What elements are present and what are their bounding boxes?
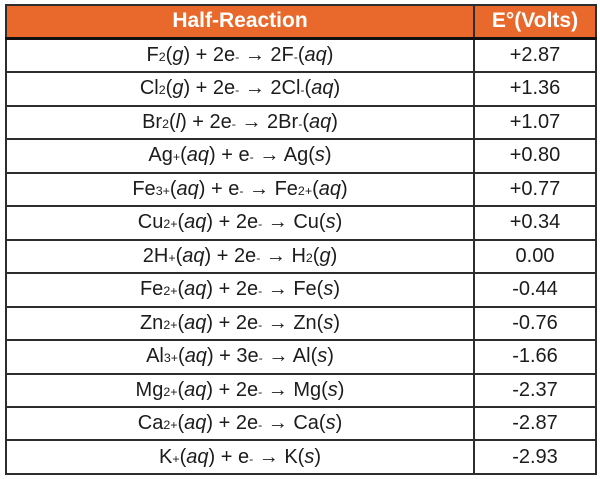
table-header: Half-Reaction E°(Volts) — [5, 4, 597, 40]
potential-cell: +1.36 — [473, 71, 597, 107]
potential-cell: -1.66 — [473, 339, 597, 375]
potential-cell: -2.93 — [473, 439, 597, 475]
table-row: Ca2+(aq) + 2e- → Ca(s) -2.87 — [5, 405, 597, 442]
reduction-potential-table: Half-Reaction E°(Volts) F2(g) + 2e- → 2F… — [5, 4, 597, 475]
potential-cell: -0.44 — [473, 272, 597, 308]
table-row: 2H+(aq) + 2e- → H2(g) 0.00 — [5, 238, 597, 275]
reaction-cell: Mg2+(aq) + 2e- → Mg(s) — [5, 372, 475, 409]
table-row: Al3+(aq) + 3e- → Al(s) -1.66 — [5, 339, 597, 375]
reaction-cell: Cl2(g) + 2e- → 2Cl-(aq) — [5, 71, 475, 107]
reaction-cell: Fe3+(aq) + e- → Fe2+(aq) — [5, 171, 475, 208]
table-row: F2(g) + 2e- → 2F-(aq) +2.87 — [5, 36, 597, 74]
potential-cell: +2.87 — [473, 36, 597, 74]
potential-cell: +1.07 — [473, 104, 597, 141]
table-row: Fe3+(aq) + e- → Fe2+(aq) +0.77 — [5, 171, 597, 208]
reaction-cell: Br2(l) + 2e- → 2Br-(aq) — [5, 104, 475, 141]
table-row: Ag+(aq) + e- → Ag(s) +0.80 — [5, 138, 597, 174]
table-row: Cl2(g) + 2e- → 2Cl-(aq) +1.36 — [5, 71, 597, 107]
reaction-cell: Ca2+(aq) + 2e- → Ca(s) — [5, 405, 475, 442]
potential-cell: -2.87 — [473, 405, 597, 442]
table-row: Cu2+(aq) + 2e- → Cu(s) +0.34 — [5, 205, 597, 241]
table-row: Fe2+(aq) + 2e- → Fe(s) -0.44 — [5, 272, 597, 308]
reaction-cell: Ag+(aq) + e- → Ag(s) — [5, 138, 475, 174]
table-row: Br2(l) + 2e- → 2Br-(aq) +1.07 — [5, 104, 597, 141]
reaction-cell: 2H+(aq) + 2e- → H2(g) — [5, 238, 475, 275]
table-row: Zn2+(aq) + 2e- → Zn(s) -0.76 — [5, 305, 597, 342]
reaction-cell: F2(g) + 2e- → 2F-(aq) — [5, 36, 475, 74]
reaction-cell: Zn2+(aq) + 2e- → Zn(s) — [5, 305, 475, 342]
potential-cell: +0.34 — [473, 205, 597, 241]
table-row: K+(aq) + e- → K(s) -2.93 — [5, 439, 597, 475]
reaction-cell: Al3+(aq) + 3e- → Al(s) — [5, 339, 475, 375]
reaction-cell: Cu2+(aq) + 2e- → Cu(s) — [5, 205, 475, 241]
potential-cell: 0.00 — [473, 238, 597, 275]
potential-cell: -0.76 — [473, 305, 597, 342]
header-half-reaction: Half-Reaction — [5, 4, 475, 40]
potential-cell: +0.80 — [473, 138, 597, 174]
reaction-cell: Fe2+(aq) + 2e- → Fe(s) — [5, 272, 475, 308]
header-row: Half-Reaction E°(Volts) — [5, 4, 597, 40]
potential-cell: -2.37 — [473, 372, 597, 409]
potential-cell: +0.77 — [473, 171, 597, 208]
header-potential: E°(Volts) — [473, 4, 597, 40]
reaction-cell: K+(aq) + e- → K(s) — [5, 439, 475, 475]
table-row: Mg2+(aq) + 2e- → Mg(s) -2.37 — [5, 372, 597, 409]
table-body: F2(g) + 2e- → 2F-(aq) +2.87 Cl2(g) + 2e-… — [5, 36, 597, 475]
